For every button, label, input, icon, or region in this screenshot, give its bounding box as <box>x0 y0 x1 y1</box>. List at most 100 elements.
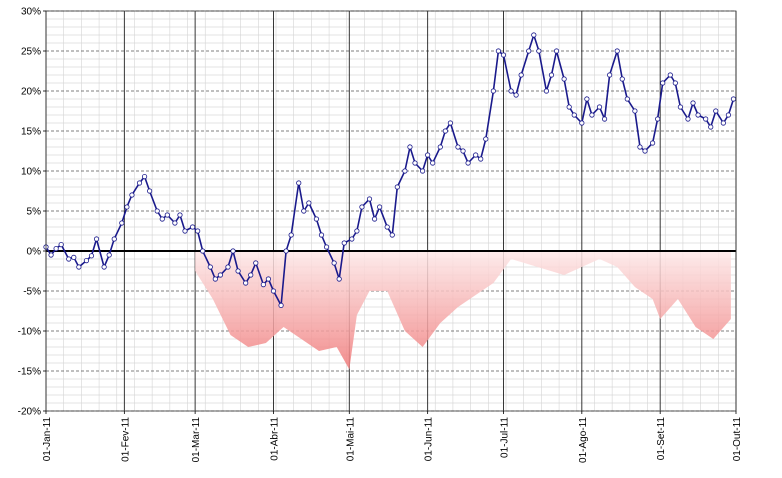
data-point <box>359 204 365 210</box>
x-tick-label: 01-Mai-11 <box>345 417 356 462</box>
data-point <box>76 264 82 270</box>
data-point <box>217 272 223 278</box>
data-point <box>460 148 466 154</box>
data-point <box>349 236 355 242</box>
data-point <box>200 248 206 254</box>
data-point <box>490 88 496 94</box>
data-point <box>366 196 373 202</box>
data-point <box>66 256 72 262</box>
data-point <box>730 96 737 102</box>
data-point <box>442 128 448 134</box>
data-point <box>394 184 400 190</box>
data-point <box>624 96 630 102</box>
data-point <box>619 76 625 82</box>
data-point <box>637 144 643 150</box>
axes: 30% 25% 20% 15% 10% 5% 0% -5% -10% -15% -20%01-Jan… <box>18 7 743 463</box>
data-point <box>690 100 696 106</box>
data-point <box>265 276 272 282</box>
data-point <box>354 228 360 234</box>
data-point <box>536 48 542 54</box>
data-point <box>455 144 461 150</box>
performance-series <box>43 32 737 309</box>
x-tick-label: 01-Out-11 <box>732 417 743 462</box>
data-point <box>655 116 661 122</box>
data-point <box>407 144 413 150</box>
data-point <box>278 302 284 308</box>
data-point <box>111 236 117 242</box>
data-point <box>649 140 656 146</box>
data-point <box>377 204 383 210</box>
data-point <box>561 76 567 82</box>
y-tick-label: 25% <box>21 47 41 58</box>
data-point <box>129 192 135 198</box>
x-tick-label: 01-Fev-11 <box>120 417 131 462</box>
data-point <box>331 260 337 266</box>
data-point <box>642 148 648 154</box>
data-point <box>389 232 395 238</box>
data-point <box>437 144 443 150</box>
data-point <box>695 112 701 118</box>
data-point <box>579 120 585 126</box>
data-point <box>248 272 254 278</box>
y-tick-label: -15% <box>18 367 41 378</box>
data-point <box>614 48 620 54</box>
data-point <box>660 80 666 86</box>
data-point <box>119 220 125 226</box>
data-point <box>447 120 453 126</box>
data-point <box>336 276 342 282</box>
data-point <box>141 174 148 180</box>
data-point <box>720 120 726 126</box>
data-point <box>419 168 426 174</box>
y-tick-label: 15% <box>21 127 41 138</box>
data-point <box>607 72 613 78</box>
x-tick-label: 01-Jul-11 <box>499 417 510 458</box>
data-point <box>48 252 54 258</box>
data-point <box>253 260 259 266</box>
data-point <box>526 48 532 54</box>
data-point <box>508 88 514 94</box>
data-point <box>553 48 560 54</box>
data-point <box>703 116 709 122</box>
data-point <box>195 228 201 234</box>
data-point <box>495 48 502 54</box>
data-point <box>571 112 577 118</box>
data-point <box>235 268 241 274</box>
data-point <box>601 116 608 122</box>
series-line <box>45 32 735 309</box>
data-point <box>725 112 732 118</box>
data-point <box>207 264 213 270</box>
data-point <box>566 104 572 110</box>
grid <box>45 10 737 412</box>
data-point <box>708 124 714 130</box>
data-point <box>478 156 484 162</box>
data-point <box>288 232 294 238</box>
x-tick-label: 01-Set-11 <box>656 417 667 461</box>
data-point <box>124 204 130 210</box>
data-point <box>412 160 418 166</box>
data-point <box>53 246 59 252</box>
data-point <box>101 264 107 270</box>
x-tick-label: 01-Jan-11 <box>42 417 53 462</box>
data-point <box>531 32 537 38</box>
x-tick-label: 01-Ago-11 <box>578 417 589 463</box>
data-point <box>371 216 378 222</box>
data-point <box>58 242 64 248</box>
x-tick-label: 01-Mar-11 <box>191 417 202 463</box>
data-point <box>425 152 431 158</box>
data-point <box>182 228 188 234</box>
data-point <box>596 104 603 110</box>
data-point <box>500 52 507 58</box>
data-point <box>106 252 112 258</box>
data-point <box>518 72 524 78</box>
drawdown-area <box>195 251 731 370</box>
data-point <box>632 108 638 114</box>
data-point <box>270 288 277 294</box>
data-point <box>260 281 266 288</box>
data-point <box>318 232 325 238</box>
data-point <box>301 208 307 214</box>
data-point <box>341 240 347 246</box>
y-tick-label: -5% <box>23 287 41 298</box>
y-tick-label: 10% <box>21 167 41 178</box>
data-point <box>548 72 555 78</box>
